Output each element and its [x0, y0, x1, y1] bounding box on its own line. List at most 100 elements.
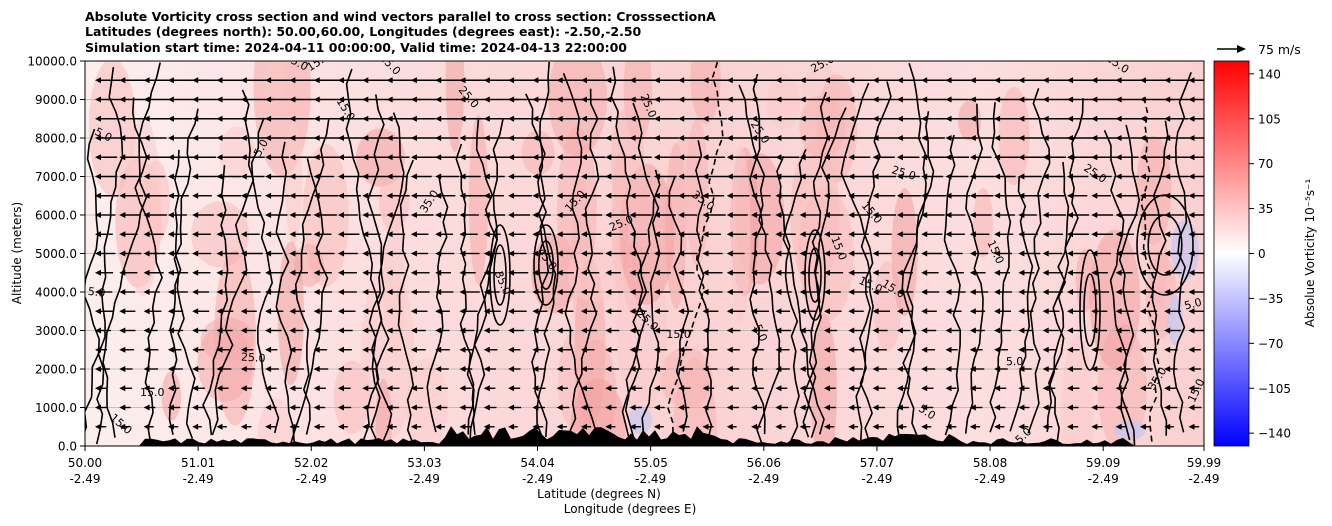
wind-vector	[848, 269, 868, 276]
wind-vector-head	[1091, 154, 1098, 161]
wind-vector	[410, 212, 434, 218]
wind-vector-head	[143, 327, 150, 334]
wind-vector	[240, 173, 265, 180]
wind-vector	[1018, 404, 1030, 411]
wind-vector-head	[702, 77, 709, 84]
wind-vector	[799, 289, 819, 295]
wind-vector-head	[289, 77, 296, 84]
wind-vector	[969, 385, 982, 392]
wind-vector	[240, 250, 263, 257]
wind-vector-head	[629, 154, 636, 161]
wind-vector-head	[240, 250, 247, 257]
wind-vector	[483, 154, 511, 161]
wind-vector	[1018, 269, 1035, 276]
wind-vector	[1018, 385, 1030, 392]
wind-vector-head	[629, 231, 636, 238]
title-line-3: Simulation start time: 2024-04-11 00:00:…	[85, 40, 627, 55]
wind-vector	[216, 404, 228, 411]
wind-vector-head	[702, 135, 709, 141]
wind-vector-head	[1042, 346, 1049, 353]
contour-line	[202, 165, 229, 436]
wind-vector	[1091, 346, 1104, 353]
wind-vector	[848, 212, 870, 218]
wind-vector	[896, 135, 921, 141]
wind-vector-head	[994, 308, 1001, 315]
wind-vector	[945, 250, 963, 257]
wind-vector-head	[799, 404, 806, 411]
vorticity-patch	[799, 95, 846, 159]
vorticity-patch	[1089, 229, 1141, 369]
wind-vector-head	[1139, 192, 1146, 199]
wind-vector-head	[1139, 366, 1146, 372]
wind-vector-head	[386, 135, 393, 141]
wind-vector	[459, 269, 476, 276]
wind-vector	[532, 385, 546, 392]
wind-vector	[1139, 327, 1155, 334]
wind-vector	[775, 327, 792, 334]
wind-vector-head	[969, 423, 976, 430]
wind-vector	[483, 289, 500, 295]
colorbar-tick-label: −35	[1258, 292, 1283, 306]
x-tick-label-lon: -2.49	[183, 472, 214, 486]
wind-vector-head	[265, 346, 272, 353]
x-tick-label-lon: -2.49	[409, 472, 440, 486]
wind-vector-head	[969, 96, 976, 103]
wind-vector-head	[289, 173, 296, 180]
wind-vector-head	[921, 192, 928, 199]
wind-vector-head	[1067, 135, 1073, 141]
wind-vector-head	[1042, 250, 1049, 257]
wind-vector-head	[95, 77, 101, 84]
vorticity-patch	[958, 100, 982, 141]
wind-vector-head	[848, 154, 855, 161]
wind-vector	[921, 346, 936, 353]
wind-vector	[143, 269, 164, 276]
wind-vector	[240, 154, 265, 161]
wind-vector	[1188, 231, 1204, 238]
wind-vector-head	[1115, 96, 1122, 103]
contour-line	[455, 143, 475, 445]
wind-vector	[1018, 289, 1037, 295]
wind-vector	[1139, 192, 1165, 199]
wind-vector-head	[483, 115, 490, 122]
wind-vector	[386, 289, 405, 295]
wind-vector	[726, 404, 739, 411]
wind-vector	[240, 404, 254, 411]
wind-vector-head	[289, 423, 296, 430]
wind-vector-head	[192, 135, 199, 141]
wind-vector-head	[1139, 327, 1146, 334]
wind-vector	[338, 96, 365, 103]
wind-vector	[338, 289, 357, 295]
wind-vector	[508, 250, 527, 257]
wind-vector	[1042, 269, 1063, 276]
wind-vector	[362, 385, 376, 392]
wind-vector	[435, 366, 449, 372]
wind-vector-head	[751, 115, 758, 122]
contour-line	[131, 97, 163, 443]
wind-vector-head	[945, 77, 952, 84]
wind-vector	[653, 346, 668, 353]
wind-vector-head	[775, 385, 782, 392]
wind-vector	[921, 308, 937, 315]
wind-vector-head	[872, 96, 879, 103]
wind-vector-head	[921, 212, 928, 218]
wind-vector	[751, 212, 771, 218]
wind-vector-head	[702, 269, 709, 276]
wind-vector	[581, 212, 603, 218]
wind-vector	[216, 173, 242, 180]
wind-vector	[994, 366, 1008, 372]
wind-vector-head	[119, 327, 126, 334]
wind-vector	[289, 366, 304, 372]
wind-vector	[653, 366, 667, 372]
contour-line	[738, 84, 781, 446]
wind-vector	[119, 308, 136, 315]
wind-vector-head	[289, 135, 296, 141]
wind-vector	[95, 231, 113, 238]
wind-vector-head	[508, 135, 515, 141]
wind-vector-head	[216, 327, 223, 334]
vorticity-patch	[810, 313, 837, 446]
wind-vector	[945, 269, 964, 276]
y-tick-label: 3000.0	[35, 324, 77, 338]
wind-vector-head	[1164, 289, 1171, 295]
wind-vector	[313, 192, 339, 199]
wind-vector	[167, 135, 195, 141]
